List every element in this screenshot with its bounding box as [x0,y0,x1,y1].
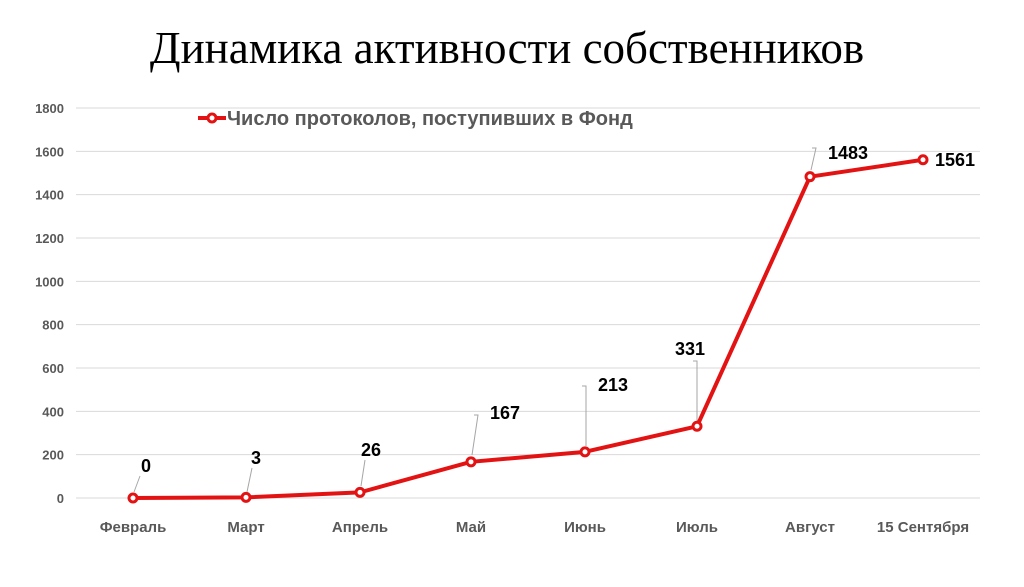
x-tick-label: Июль [676,519,718,536]
legend-marker-icon [206,112,218,124]
data-label: 213 [598,375,628,395]
y-tick-label: 1600 [35,144,64,159]
y-tick-label: 800 [42,318,64,333]
leader-line [246,467,253,493]
y-tick-label: 1800 [35,101,64,116]
y-tick-label: 0 [57,491,64,506]
y-tick-label: 1400 [35,188,64,203]
leader-line [693,360,698,421]
data-point [240,491,252,503]
data-label: 0 [141,456,151,476]
x-tick-label: Март [227,519,264,536]
y-tick-label: 600 [42,361,64,376]
data-label: 26 [361,440,381,460]
slide-title: Динамика активности собственников [149,23,865,73]
data-point [127,492,139,504]
data-point [465,456,477,468]
x-tick-label: Август [785,519,835,536]
x-tick-label: Февраль [100,519,167,536]
leader-line [360,459,366,487]
leader-line [810,147,817,171]
series-line [132,157,924,500]
data-label: 3 [251,448,261,468]
data-point [579,446,591,458]
data-label: 167 [490,403,520,423]
leader-line [471,414,479,456]
y-tick-label: 1000 [35,274,64,289]
data-point [691,420,703,432]
legend-label: Число протоколов, поступивших в Фонд [227,108,633,130]
x-tick-label: Май [456,519,486,536]
x-tick-label: 15 Сентября [877,519,969,536]
data-point [804,171,816,183]
data-label: 1483 [828,143,868,163]
y-tick-label: 200 [42,448,64,463]
y-tick-label: 400 [42,404,64,419]
x-tick-label: Апрель [332,519,388,536]
data-label: 1561 [935,150,975,170]
data-point [354,486,366,498]
data-label: 331 [675,339,705,359]
leader-line [133,475,141,493]
y-tick-label: 1200 [35,231,64,246]
data-point [917,154,929,166]
x-tick-label: Июнь [564,519,606,536]
leader-line [582,385,587,446]
